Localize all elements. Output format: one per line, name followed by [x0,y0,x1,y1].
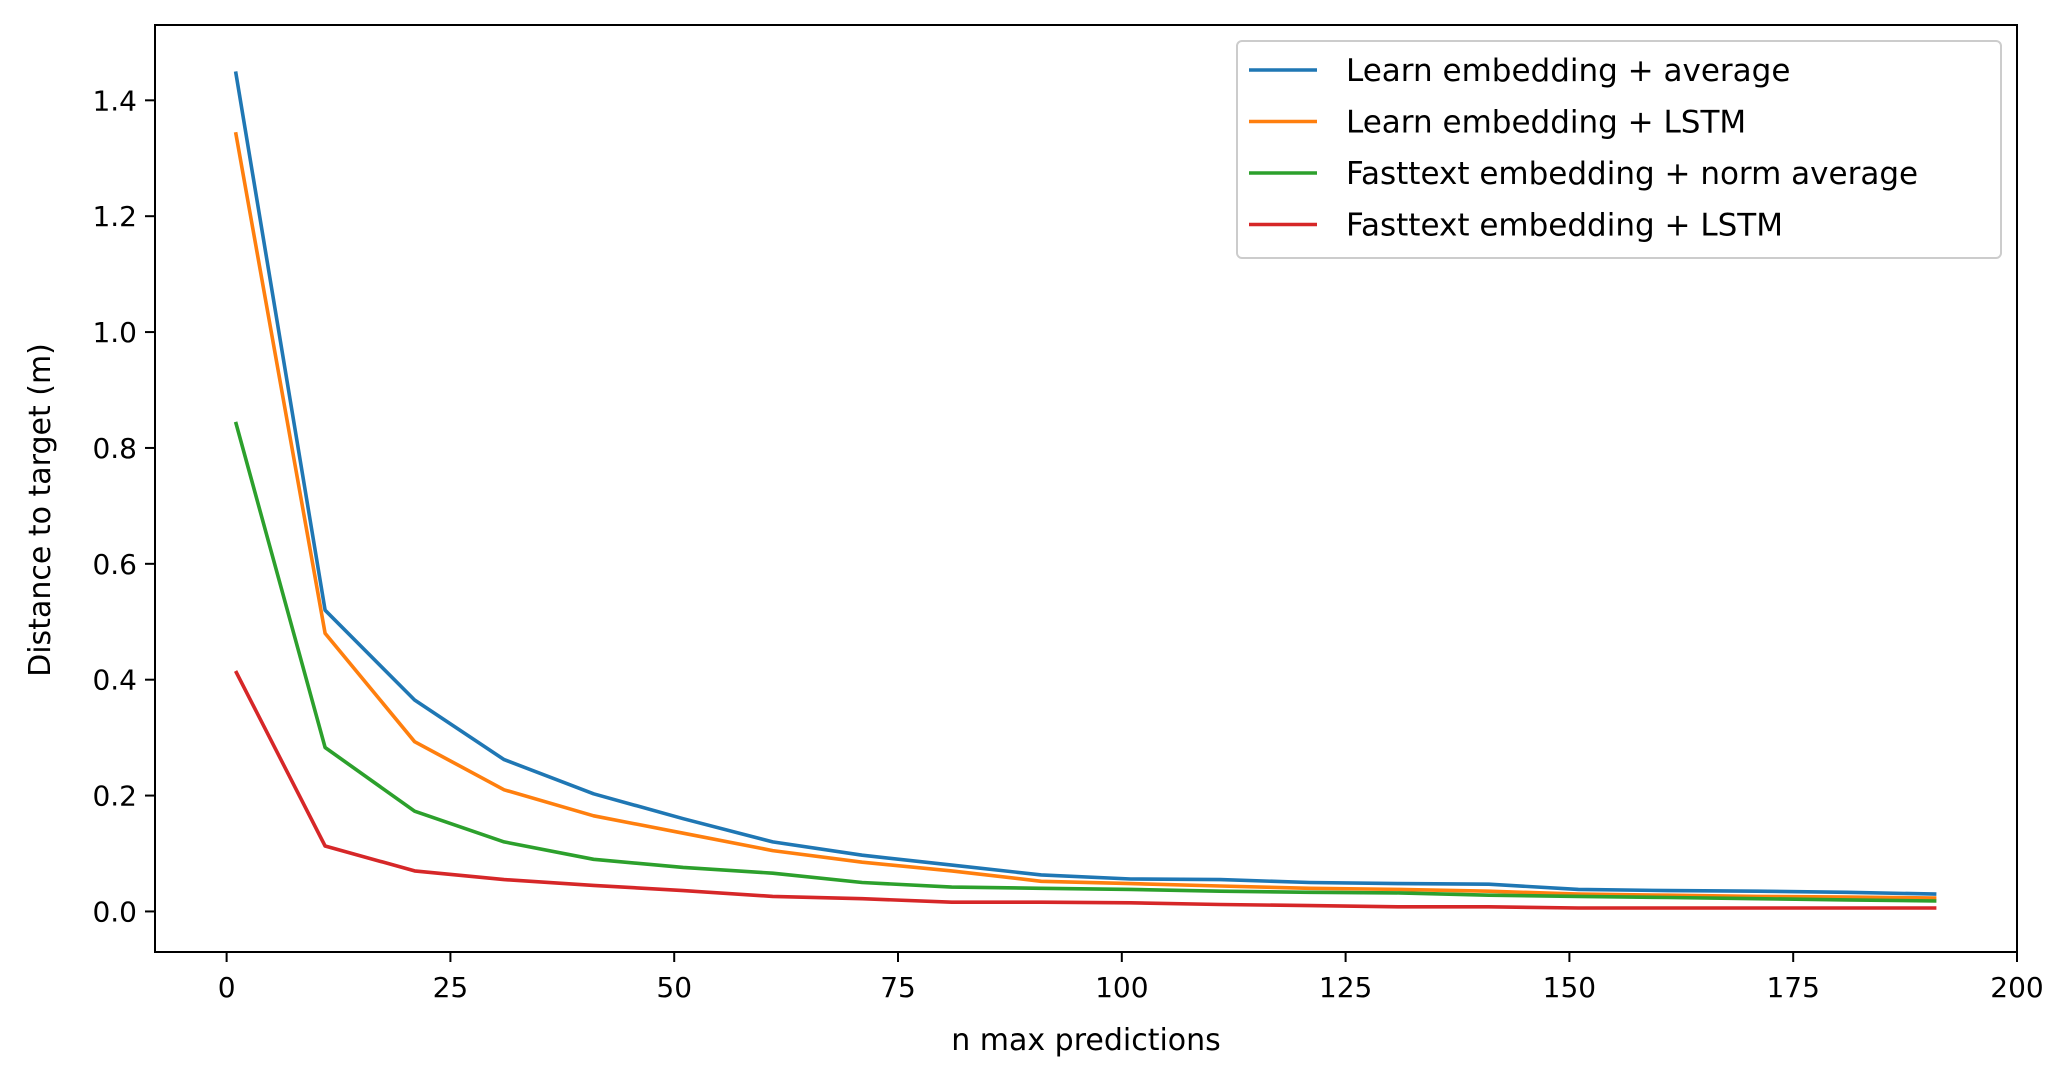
series-line-3 [233,421,1937,903]
y-tick-label: 1.0 [92,316,137,349]
x-tick-label: 0 [218,971,236,1004]
x-tick-label: 100 [1095,971,1148,1004]
y-tick-label: 1.4 [92,84,137,117]
x-tick-label: 200 [1990,971,2043,1004]
series-line-4 [233,670,1937,910]
x-tick-label: 125 [1319,971,1372,1004]
legend-frame [1236,40,2002,259]
y-axis-label: Distance to target (m) [23,343,58,677]
x-tick-label: 150 [1543,971,1596,1004]
x-axis-label: n max predictions [951,1023,1221,1058]
series-line-2 [233,131,1937,900]
plot-area [233,71,1937,910]
legend-label-4: Fasttext embedding + LSTM [1346,208,1783,244]
y-tick-label: 0.8 [92,432,137,465]
x-tick-label: 75 [880,971,916,1004]
legend-label-3: Fasttext embedding + norm average [1346,156,1918,192]
x-tick-label: 25 [433,971,469,1004]
legend-label-2: Learn embedding + LSTM [1346,105,1746,141]
y-tick-label: 1.2 [92,200,137,233]
x-tick-label: 175 [1766,971,1819,1004]
axes: 0 25 50 75 100 125 150 175 200 0.0 0.2 0.4 0.6 0.8 1.0… [92,24,2044,1004]
y-tick-label: 0.4 [92,664,137,697]
y-tick-label: 0.2 [92,780,137,813]
legend-label-1: Learn embedding + average [1346,53,1790,89]
series-line-1 [233,71,1937,896]
legend: Learn embedding + average Learn embedding… [1236,40,2002,259]
axes-frame [154,24,2018,953]
x-tick-label: 50 [656,971,692,1004]
y-tick-label: 0.6 [92,548,137,581]
y-tick-label: 0.0 [92,895,137,928]
